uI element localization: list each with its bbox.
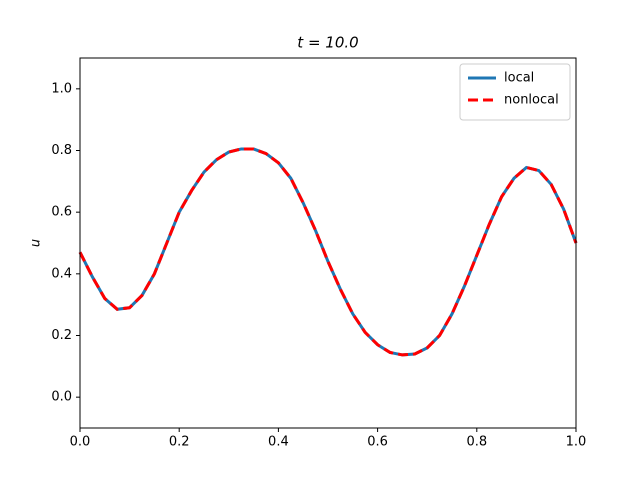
y-tick-label: 0.0 [51, 390, 72, 405]
chart-title: t = 10.0 [297, 34, 358, 52]
x-tick-label: 1.0 [566, 435, 587, 450]
x-tick-label: 0.8 [466, 435, 487, 450]
x-tick-label: 0.4 [268, 435, 289, 450]
legend-label: local [504, 71, 534, 86]
plot-frame [79, 57, 577, 429]
y-tick-label: 1.0 [51, 81, 72, 96]
series-line [78, 147, 578, 357]
y-tick-label: 0.8 [51, 143, 72, 158]
legend-label: nonlocal [504, 93, 559, 108]
x-tick-label: 0.0 [70, 435, 91, 450]
y-tick-label: 0.4 [51, 266, 72, 281]
y-tick-label: 0.2 [51, 328, 72, 343]
x-tick-label: 0.2 [169, 435, 190, 450]
y-axis-label: u [29, 239, 44, 247]
y-tick-label: 0.6 [51, 205, 72, 220]
x-tick-label: 0.6 [367, 435, 388, 450]
